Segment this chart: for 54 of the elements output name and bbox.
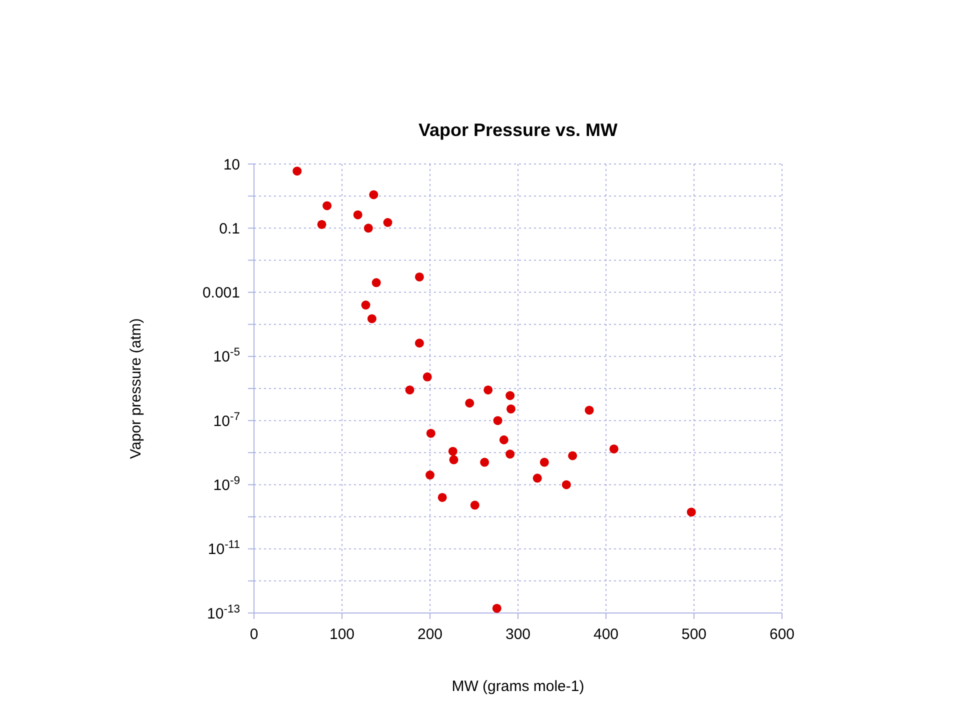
point — [414, 272, 424, 282]
point — [405, 385, 414, 394]
point — [448, 446, 458, 456]
point — [465, 398, 474, 408]
y-tick-label: 10$^{-13}$ — [207, 603, 240, 622]
y-tick-label: 10$^{-7}$ — [213, 410, 240, 430]
point — [426, 428, 436, 438]
point — [562, 480, 571, 490]
x-tick-label: 600 — [769, 626, 795, 643]
point — [438, 492, 447, 502]
point — [317, 220, 326, 229]
point — [609, 444, 618, 454]
point — [506, 450, 515, 459]
point — [369, 190, 378, 200]
chart-title: Vapor Pressure vs. MW — [417, 120, 619, 141]
point — [584, 406, 594, 415]
point — [322, 201, 332, 210]
point — [414, 338, 424, 348]
point — [484, 385, 493, 394]
x-tick-label: 400 — [593, 626, 619, 643]
x-tick-label: 500 — [681, 626, 707, 643]
point — [364, 224, 373, 233]
point — [449, 455, 458, 464]
point — [372, 278, 381, 288]
point — [422, 372, 432, 382]
point — [506, 391, 515, 400]
point — [353, 210, 362, 220]
point — [480, 458, 490, 467]
y-tick-label: 10$^{-9}$ — [213, 474, 240, 494]
point — [470, 500, 480, 510]
y-tick-label: 10 — [223, 156, 240, 174]
point — [367, 314, 376, 324]
point — [426, 470, 434, 480]
y-tick-label: 10$^{-5}$ — [213, 346, 240, 366]
y-tick-label: 10$^{-11}$ — [208, 539, 240, 558]
point — [493, 416, 502, 426]
point — [492, 604, 502, 613]
point — [361, 300, 370, 310]
x-axis-title: MW (grams mole-1) — [452, 678, 584, 695]
point — [532, 474, 542, 483]
y-tick-label: 0.001 — [202, 284, 240, 302]
point — [499, 435, 508, 444]
point — [383, 218, 392, 227]
point — [292, 166, 302, 176]
point — [506, 404, 516, 414]
point — [568, 451, 578, 460]
x-tick-label: 300 — [505, 626, 531, 643]
x-tick-label: 0 — [250, 626, 258, 643]
x-tick-label: 100 — [329, 626, 355, 643]
y-axis-title: Vapor pressure (atm) — [127, 318, 144, 459]
point — [686, 508, 696, 517]
y-tick-label: 0.1 — [219, 220, 240, 238]
x-tick-label: 200 — [417, 626, 443, 643]
point — [540, 458, 549, 467]
